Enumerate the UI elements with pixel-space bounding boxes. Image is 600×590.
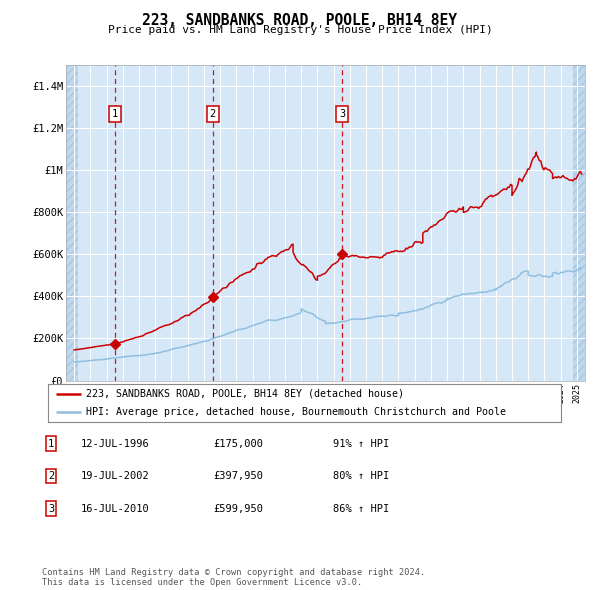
Text: 223, SANDBANKS ROAD, POOLE, BH14 8EY (detached house): 223, SANDBANKS ROAD, POOLE, BH14 8EY (de… (86, 389, 404, 399)
Text: 91% ↑ HPI: 91% ↑ HPI (333, 439, 389, 448)
Text: 223, SANDBANKS ROAD, POOLE, BH14 8EY: 223, SANDBANKS ROAD, POOLE, BH14 8EY (143, 13, 458, 28)
Text: £397,950: £397,950 (213, 471, 263, 481)
Text: 86% ↑ HPI: 86% ↑ HPI (333, 504, 389, 513)
Text: 1: 1 (48, 439, 54, 448)
Text: 3: 3 (339, 109, 346, 119)
Bar (573, 65, 585, 381)
Text: £175,000: £175,000 (213, 439, 263, 448)
Bar (66, 65, 78, 381)
Text: HPI: Average price, detached house, Bournemouth Christchurch and Poole: HPI: Average price, detached house, Bour… (86, 407, 506, 417)
Text: £599,950: £599,950 (213, 504, 263, 513)
Text: 12-JUL-1996: 12-JUL-1996 (81, 439, 150, 448)
Bar (573, 65, 585, 381)
Text: 16-JUL-2010: 16-JUL-2010 (81, 504, 150, 513)
Text: Contains HM Land Registry data © Crown copyright and database right 2024.
This d: Contains HM Land Registry data © Crown c… (42, 568, 425, 587)
Text: 19-JUL-2002: 19-JUL-2002 (81, 471, 150, 481)
Text: 80% ↑ HPI: 80% ↑ HPI (333, 471, 389, 481)
Text: 2: 2 (48, 471, 54, 481)
Text: 2: 2 (209, 109, 216, 119)
Text: Price paid vs. HM Land Registry's House Price Index (HPI): Price paid vs. HM Land Registry's House … (107, 25, 493, 35)
Text: 1: 1 (112, 109, 118, 119)
Bar (66, 65, 78, 381)
Text: 3: 3 (48, 504, 54, 513)
